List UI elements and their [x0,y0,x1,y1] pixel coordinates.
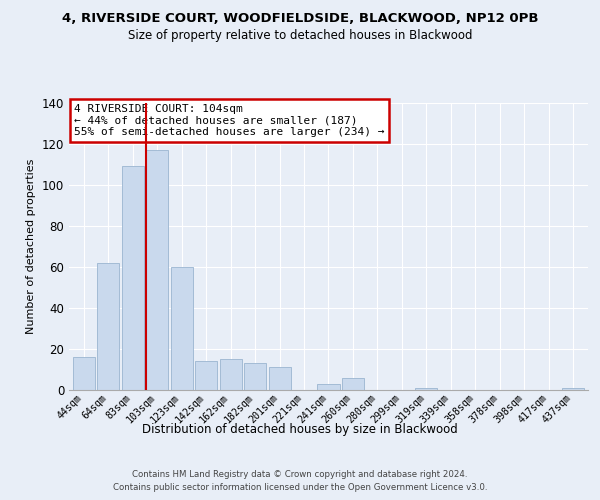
Bar [73,357,95,390]
Bar [415,388,437,390]
Bar [195,361,217,390]
Text: 4, RIVERSIDE COURT, WOODFIELDSIDE, BLACKWOOD, NP12 0PB: 4, RIVERSIDE COURT, WOODFIELDSIDE, BLACK… [62,12,538,26]
Bar [170,267,193,390]
Text: Size of property relative to detached houses in Blackwood: Size of property relative to detached ho… [128,29,472,42]
Text: 4 RIVERSIDE COURT: 104sqm
← 44% of detached houses are smaller (187)
55% of semi: 4 RIVERSIDE COURT: 104sqm ← 44% of detac… [74,104,385,137]
Y-axis label: Number of detached properties: Number of detached properties [26,158,36,334]
Bar [342,378,364,390]
Bar [562,388,584,390]
Text: Contains HM Land Registry data © Crown copyright and database right 2024.: Contains HM Land Registry data © Crown c… [132,470,468,479]
Bar [269,368,290,390]
Bar [317,384,340,390]
Bar [97,262,119,390]
Bar [122,166,143,390]
Text: Contains public sector information licensed under the Open Government Licence v3: Contains public sector information licen… [113,482,487,492]
Bar [146,150,168,390]
Bar [244,364,266,390]
Text: Distribution of detached houses by size in Blackwood: Distribution of detached houses by size … [142,422,458,436]
Bar [220,359,242,390]
